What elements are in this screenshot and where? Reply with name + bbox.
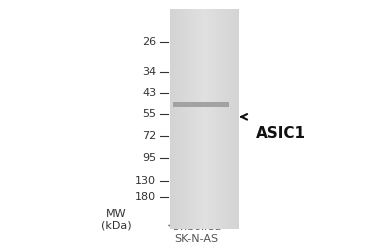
- Text: Unboiled
SK-N-AS: Unboiled SK-N-AS: [172, 222, 221, 244]
- Text: 55: 55: [142, 109, 156, 119]
- Text: 130: 130: [135, 176, 156, 186]
- Text: 26: 26: [142, 37, 156, 47]
- Text: 72: 72: [142, 131, 156, 141]
- Text: MW
(kDa): MW (kDa): [101, 209, 131, 231]
- Text: ASIC1: ASIC1: [256, 126, 306, 141]
- Text: ME: ME: [205, 211, 224, 230]
- Text: 34: 34: [142, 67, 156, 77]
- Text: 43: 43: [142, 88, 156, 98]
- Text: 95: 95: [142, 153, 156, 164]
- Text: 180: 180: [135, 192, 156, 202]
- Text: WCE: WCE: [167, 208, 193, 233]
